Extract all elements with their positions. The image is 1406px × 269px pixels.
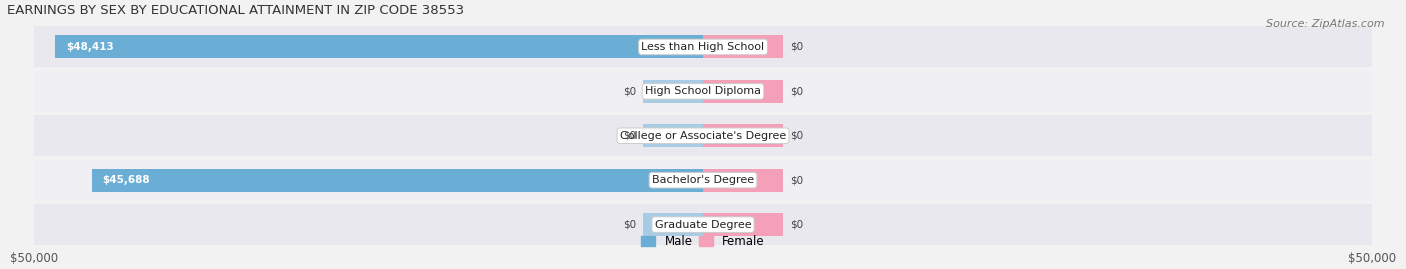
Text: Graduate Degree: Graduate Degree xyxy=(655,220,751,230)
Bar xyxy=(703,36,783,58)
Bar xyxy=(55,36,703,58)
Bar xyxy=(703,124,783,147)
Text: College or Associate's Degree: College or Associate's Degree xyxy=(620,131,786,141)
Bar xyxy=(34,71,1372,112)
Text: Less than High School: Less than High School xyxy=(641,42,765,52)
Bar xyxy=(34,115,1372,156)
Bar xyxy=(34,204,1372,245)
Text: EARNINGS BY SEX BY EDUCATIONAL ATTAINMENT IN ZIP CODE 38553: EARNINGS BY SEX BY EDUCATIONAL ATTAINMEN… xyxy=(7,4,464,17)
Text: Bachelor's Degree: Bachelor's Degree xyxy=(652,175,754,185)
Bar xyxy=(703,80,783,103)
Text: $0: $0 xyxy=(790,42,803,52)
Text: $0: $0 xyxy=(790,86,803,96)
Text: $0: $0 xyxy=(790,220,803,230)
Bar xyxy=(34,160,1372,201)
Text: $0: $0 xyxy=(623,86,636,96)
Bar xyxy=(643,80,703,103)
Text: Source: ZipAtlas.com: Source: ZipAtlas.com xyxy=(1267,19,1385,29)
Bar xyxy=(703,213,783,236)
Text: $0: $0 xyxy=(790,131,803,141)
Text: $45,688: $45,688 xyxy=(103,175,150,185)
Text: $0: $0 xyxy=(623,131,636,141)
Bar xyxy=(703,169,783,192)
Text: High School Diploma: High School Diploma xyxy=(645,86,761,96)
Text: $0: $0 xyxy=(790,175,803,185)
Bar xyxy=(91,169,703,192)
Legend: Male, Female: Male, Female xyxy=(641,235,765,248)
Text: $48,413: $48,413 xyxy=(66,42,114,52)
Text: $0: $0 xyxy=(623,220,636,230)
Bar xyxy=(643,124,703,147)
Bar xyxy=(643,213,703,236)
Bar xyxy=(34,27,1372,67)
